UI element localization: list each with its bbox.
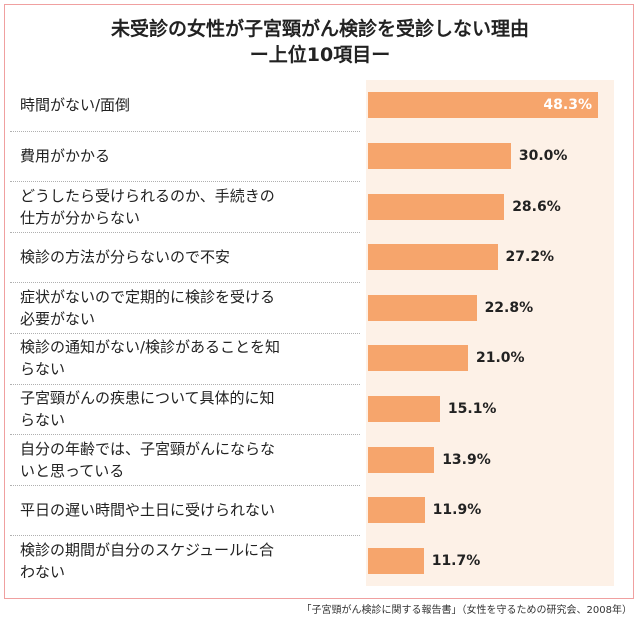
value-label: 11.9% xyxy=(432,502,482,519)
chart-subtitle: ー上位10項目ー xyxy=(249,44,391,66)
row-separator xyxy=(10,231,360,233)
category-label-line: 検診の通知がない/検診があることを知 xyxy=(20,338,281,357)
category-label: 症状がないので定期的に検診を受ける 必要がない xyxy=(20,286,360,330)
row-separator xyxy=(10,383,360,385)
row-separator xyxy=(10,333,360,334)
row-separator xyxy=(10,282,360,284)
bar xyxy=(368,193,505,220)
bar xyxy=(368,547,424,574)
category-label-line: どうしたら受けられるのか、手続きの xyxy=(20,186,275,205)
bar xyxy=(368,92,598,119)
category-label-line: 必要がない xyxy=(20,309,96,328)
category-label-line: 時間がない/面倒 xyxy=(20,96,131,115)
row-separator xyxy=(10,181,360,183)
category-label: 費用がかかる xyxy=(20,145,360,167)
value-label: 48.3% xyxy=(543,97,592,114)
value-label: 15.1% xyxy=(447,400,497,417)
bar xyxy=(368,446,435,473)
category-label-line: 費用がかかる xyxy=(20,146,111,165)
row-separator xyxy=(10,434,360,436)
bar xyxy=(368,395,440,422)
category-label: どうしたら受けられるのか、手続きの 仕方が分からない xyxy=(20,185,360,229)
category-label-line: 自分の年齢では、子宮頸がんにならな xyxy=(20,439,276,458)
row-separator xyxy=(10,535,360,537)
category-label: 検診の方法が分らないので不安 xyxy=(20,246,360,268)
category-label-line: いと思っている xyxy=(20,461,125,480)
category-label-line: わない xyxy=(20,562,66,581)
category-label: 自分の年齢では、子宮頸がんにならな いと思っている xyxy=(20,438,360,482)
category-label-line: 検診の期間が自分のスケジュールに合 xyxy=(20,540,274,559)
category-label-line: 仕方が分からない xyxy=(20,208,141,227)
value-label: 30.0% xyxy=(518,147,568,164)
category-label-line: 平日の遅い時間や土日に受けられない xyxy=(20,501,276,520)
bar xyxy=(368,345,468,372)
category-label-line: 子宮頸がんの疾患について具体的に知 xyxy=(20,388,275,407)
category-label-line: 症状がないので定期的に検診を受ける xyxy=(20,287,276,306)
chart-title: 未受診の女性が子宮頸がん検診を受診しない理由 xyxy=(110,18,529,40)
row-separator xyxy=(10,484,360,486)
bar xyxy=(368,294,477,321)
value-label: 27.2% xyxy=(505,249,555,266)
value-label: 28.6% xyxy=(512,198,561,215)
bar xyxy=(368,497,425,524)
category-label: 平日の遅い時間や土日に受けられない xyxy=(20,499,360,521)
value-label: 21.0% xyxy=(476,350,525,367)
category-label: 子宮頸がんの疾患について具体的に知 らない xyxy=(20,387,360,431)
category-label: 時間がない/面倒 xyxy=(20,94,360,116)
value-label: 13.9% xyxy=(442,451,491,468)
category-label-line: らない xyxy=(20,410,66,429)
category-label: 検診の期間が自分のスケジュールに合 わない xyxy=(20,539,360,583)
bar xyxy=(368,142,511,169)
value-label: 22.8% xyxy=(484,299,534,316)
category-label-line: 検診の方法が分らないので不安 xyxy=(20,248,231,267)
value-label: 11.7% xyxy=(431,552,481,569)
category-label-line: らない xyxy=(20,360,66,379)
category-label: 検診の通知がない/検診があることを知 らない xyxy=(20,336,360,380)
bar xyxy=(368,244,498,271)
source-note: 「子宮頸がん検診に関する報告書」（女性を守るための研究会、2008年） xyxy=(301,605,632,616)
row-separator xyxy=(10,130,360,132)
